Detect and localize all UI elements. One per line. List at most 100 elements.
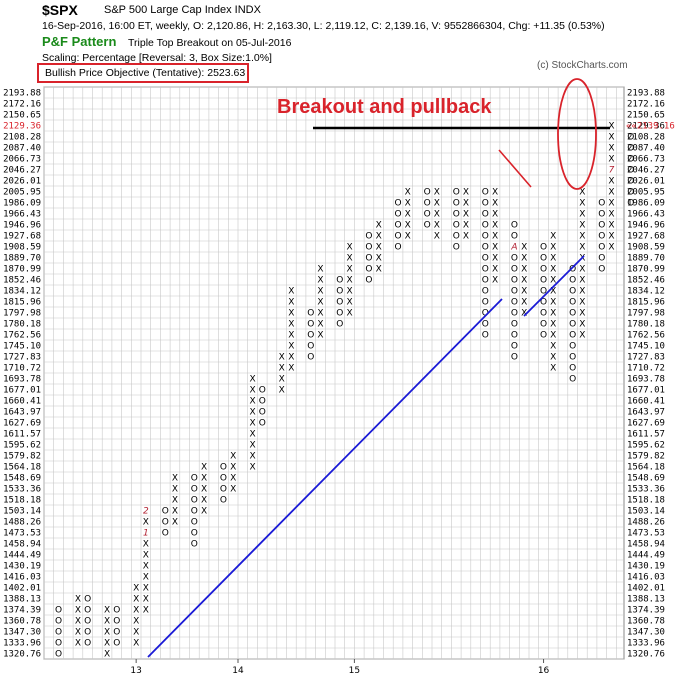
price-label-left: 1402.01 bbox=[3, 584, 41, 594]
price-label-right: 2087.40 bbox=[627, 144, 665, 154]
price-label-right: 2026.01 bbox=[627, 177, 665, 187]
o-mark: O bbox=[162, 507, 169, 517]
x-mark: X bbox=[317, 276, 323, 286]
price-label-left: 1870.99 bbox=[3, 265, 41, 275]
o-mark: O bbox=[365, 265, 372, 275]
o-mark: O bbox=[307, 342, 314, 352]
x-mark: X bbox=[279, 353, 285, 363]
x-mark: X bbox=[279, 364, 285, 374]
o-mark: O bbox=[511, 331, 518, 341]
price-label-right: 2150.65 bbox=[627, 111, 665, 121]
x-mark: X bbox=[492, 276, 498, 286]
x-mark: X bbox=[75, 628, 81, 638]
annotation-text: Breakout and pullback bbox=[277, 96, 492, 118]
price-label-right: 1473.53 bbox=[627, 529, 665, 539]
month-mark: 7 bbox=[609, 166, 615, 176]
price-label-right: 1416.03 bbox=[627, 573, 665, 583]
x-mark: X bbox=[279, 386, 285, 396]
price-label-right: 1503.14 bbox=[627, 507, 665, 517]
price-label-left: 1946.96 bbox=[3, 221, 41, 231]
chart-name: S&P 500 Large Cap Index INDX bbox=[104, 4, 261, 16]
o-mark: O bbox=[191, 529, 198, 539]
o-mark: O bbox=[482, 298, 489, 308]
x-mark: X bbox=[434, 210, 440, 220]
o-mark: O bbox=[259, 386, 266, 396]
x-mark: X bbox=[346, 287, 352, 297]
x-mark: X bbox=[492, 210, 498, 220]
o-mark: O bbox=[482, 265, 489, 275]
o-mark: O bbox=[598, 232, 605, 242]
x-mark: X bbox=[230, 452, 236, 462]
x-mark: X bbox=[579, 320, 585, 330]
x-mark: X bbox=[550, 364, 556, 374]
x-mark: X bbox=[143, 573, 149, 583]
o-mark: O bbox=[259, 397, 266, 407]
price-label-left: 1852.46 bbox=[3, 276, 41, 286]
o-mark: O bbox=[336, 320, 343, 330]
o-mark: O bbox=[627, 166, 634, 176]
o-mark: O bbox=[424, 188, 431, 198]
x-mark: X bbox=[579, 276, 585, 286]
o-mark: O bbox=[627, 144, 634, 154]
o-mark: O bbox=[482, 276, 489, 286]
x-mark: X bbox=[104, 617, 110, 627]
o-mark: O bbox=[511, 342, 518, 352]
x-mark: X bbox=[521, 298, 527, 308]
o-mark: O bbox=[482, 331, 489, 341]
price-label-left: 2193.88 bbox=[3, 89, 41, 99]
x-mark: X bbox=[550, 331, 556, 341]
x-mark: X bbox=[201, 474, 207, 484]
o-mark: O bbox=[540, 243, 547, 253]
o-mark: O bbox=[453, 188, 460, 198]
x-mark: X bbox=[279, 375, 285, 385]
o-mark: O bbox=[220, 485, 227, 495]
price-label-right: 1927.68 bbox=[627, 232, 665, 242]
price-label-right: 1710.72 bbox=[627, 364, 665, 374]
price-label-right: 2129.36 bbox=[627, 122, 665, 132]
x-mark: X bbox=[492, 265, 498, 275]
o-mark: O bbox=[307, 353, 314, 363]
o-mark: O bbox=[569, 364, 576, 374]
x-mark: X bbox=[463, 221, 469, 231]
x-mark: X bbox=[133, 639, 139, 649]
price-objective-box: Bullish Price Objective (Tentative): 252… bbox=[37, 63, 249, 83]
x-mark: X bbox=[608, 188, 614, 198]
o-mark: O bbox=[511, 221, 518, 231]
o-mark: O bbox=[113, 606, 120, 616]
x-mark: X bbox=[376, 265, 382, 275]
price-label-left: 1458.94 bbox=[3, 540, 41, 550]
x-mark: X bbox=[492, 199, 498, 209]
x-mark: X bbox=[579, 287, 585, 297]
price-label-left: 1333.96 bbox=[3, 639, 41, 649]
x-mark: X bbox=[608, 122, 614, 132]
x-mark: X bbox=[579, 243, 585, 253]
o-mark: O bbox=[307, 331, 314, 341]
x-mark: X bbox=[346, 298, 352, 308]
o-mark: O bbox=[511, 353, 518, 363]
x-mark: X bbox=[201, 496, 207, 506]
o-mark: O bbox=[569, 342, 576, 352]
o-mark: O bbox=[113, 617, 120, 627]
price-label-right: 1458.94 bbox=[627, 540, 665, 550]
o-mark: O bbox=[482, 210, 489, 220]
x-mark: X bbox=[288, 364, 294, 374]
x-mark: X bbox=[521, 309, 527, 319]
price-label-right: 1564.18 bbox=[627, 463, 665, 473]
price-label-right: 2046.27 bbox=[627, 166, 665, 176]
x-mark: X bbox=[143, 562, 149, 572]
x-mark: X bbox=[579, 265, 585, 275]
x-mark: X bbox=[249, 397, 255, 407]
x-mark: X bbox=[579, 221, 585, 231]
price-label-left: 1564.18 bbox=[3, 463, 41, 473]
x-mark: X bbox=[133, 628, 139, 638]
price-label-right: 1889.70 bbox=[627, 254, 665, 264]
x-mark: X bbox=[608, 155, 614, 165]
pattern-description: Triple Top Breakout on 05-Jul-2016 bbox=[128, 37, 292, 49]
x-mark: X bbox=[463, 232, 469, 242]
o-mark: O bbox=[569, 287, 576, 297]
x-axis-label: 14 bbox=[232, 666, 244, 676]
x-mark: X bbox=[405, 188, 411, 198]
o-mark: O bbox=[482, 221, 489, 231]
o-mark: O bbox=[482, 254, 489, 264]
price-label-left: 1374.39 bbox=[3, 606, 41, 616]
